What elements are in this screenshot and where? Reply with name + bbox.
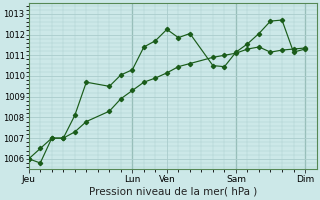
- X-axis label: Pression niveau de la mer( hPa ): Pression niveau de la mer( hPa ): [89, 187, 257, 197]
